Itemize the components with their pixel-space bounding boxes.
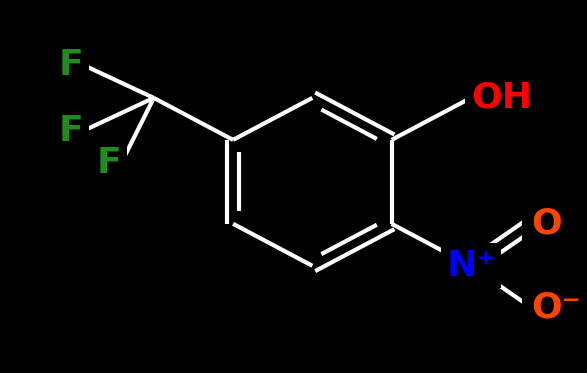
Text: OH: OH bbox=[471, 81, 532, 115]
Text: F: F bbox=[96, 146, 121, 180]
Text: F: F bbox=[59, 113, 84, 148]
Text: F: F bbox=[96, 146, 121, 180]
Text: F: F bbox=[59, 48, 84, 82]
Text: F: F bbox=[59, 113, 84, 148]
Text: O: O bbox=[531, 207, 562, 241]
Text: O⁻: O⁻ bbox=[531, 291, 581, 325]
Text: N⁺: N⁺ bbox=[446, 249, 495, 283]
Text: F: F bbox=[59, 48, 84, 82]
Text: OH: OH bbox=[471, 81, 532, 115]
Text: O⁻: O⁻ bbox=[531, 291, 581, 325]
Text: O: O bbox=[531, 207, 562, 241]
Text: N⁺: N⁺ bbox=[446, 249, 495, 283]
